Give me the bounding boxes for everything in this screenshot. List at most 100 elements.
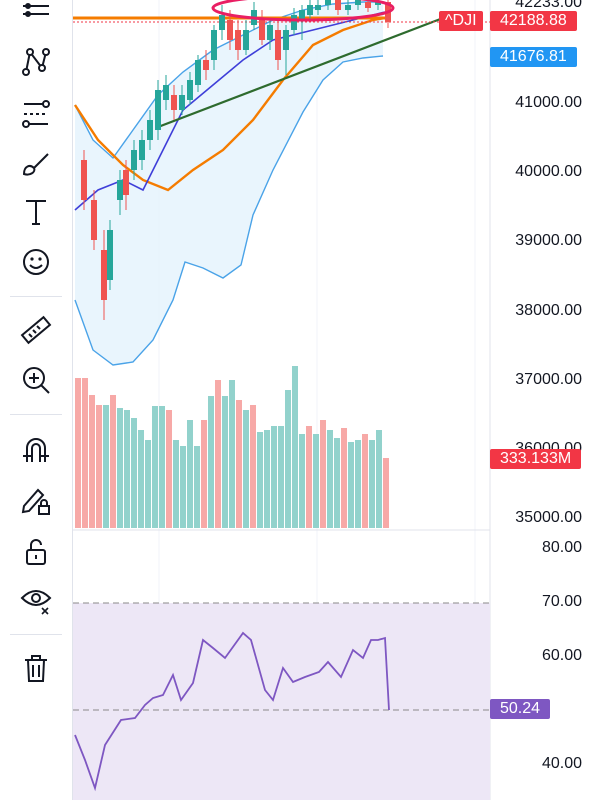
price-axis-label: 42233.00 — [515, 0, 582, 11]
candle-body — [81, 160, 87, 200]
volume-bar — [166, 410, 172, 528]
unlock-icon[interactable] — [10, 528, 62, 576]
volume-bar — [145, 440, 151, 528]
price-axis-label: 35000.00 — [515, 509, 582, 526]
volume-bar — [376, 430, 382, 528]
rsi-axis-label: 70.00 — [541, 593, 582, 610]
candle-body — [267, 25, 273, 40]
volume-bar — [306, 426, 312, 528]
volume-bar — [180, 446, 186, 528]
price-axis-label: 38000.00 — [515, 302, 582, 319]
volume-bar — [110, 395, 116, 528]
price-chart[interactable] — [73, 0, 600, 800]
eye-hide-icon[interactable] — [10, 576, 62, 624]
volume-bar — [222, 396, 228, 528]
candle-body — [325, 0, 331, 5]
volume-bar — [313, 434, 319, 528]
text-tool-icon[interactable] — [10, 188, 62, 236]
volume-bar — [229, 380, 235, 528]
volume-bar — [292, 366, 298, 528]
volume-bar — [96, 405, 102, 528]
volume-bar — [271, 426, 277, 528]
volume-bar — [243, 410, 249, 528]
volume-bar — [152, 406, 158, 528]
volume-bar — [257, 432, 263, 528]
volume-bar — [320, 420, 326, 528]
ma-value-tag: 41676.81 — [490, 47, 577, 67]
candle-body — [299, 10, 305, 20]
candle-body — [355, 0, 361, 5]
candle-body — [283, 30, 289, 50]
candle-body — [155, 90, 161, 130]
candle-body — [235, 30, 241, 50]
volume-bar — [278, 426, 284, 528]
volume-bar — [383, 458, 389, 528]
volume-bar — [208, 396, 214, 528]
volume-bar — [194, 446, 200, 528]
rsi-line — [74, 631, 390, 792]
magnet-icon[interactable] — [10, 426, 62, 474]
rsi-axis-label: 80.00 — [541, 539, 582, 556]
lock-drawing-icon[interactable] — [10, 476, 62, 524]
bollinger-lower-line — [74, 55, 384, 366]
brush-tool-icon[interactable] — [10, 140, 62, 188]
candle-body — [219, 15, 225, 30]
candle-body — [375, 2, 381, 5]
volume-bar — [131, 418, 137, 528]
trend-line — [157, 16, 444, 129]
candle-body — [131, 150, 137, 170]
candle-body — [179, 95, 185, 110]
bollinger-band-fill — [75, 2, 383, 365]
volume-bar — [236, 400, 242, 528]
rsi-band — [73, 603, 490, 800]
ticker-tag: ^DJI — [439, 11, 483, 31]
volume-bar — [299, 434, 305, 528]
chart-area[interactable]: 42233.00 41000.00 40000.00 39000.00 3800… — [73, 0, 600, 800]
candle-body — [307, 5, 313, 15]
fib-tool-icon[interactable] — [10, 90, 62, 138]
volume-bar — [369, 440, 375, 528]
price-axis-label: 40000.00 — [515, 163, 582, 180]
volume-bar — [82, 378, 88, 528]
candle-body — [259, 20, 265, 40]
candle-body — [101, 250, 107, 300]
candle-body — [139, 140, 145, 160]
rsi-value-tag: 50.24 — [490, 699, 551, 719]
emoji-tool-icon[interactable] — [10, 238, 62, 286]
volume-bar — [124, 410, 130, 528]
ruler-tool-icon[interactable] — [10, 306, 62, 354]
rsi-axis-label: 60.00 — [541, 647, 582, 664]
candle-body — [117, 180, 123, 200]
ema-line — [73, 16, 386, 192]
candle-body — [227, 20, 233, 40]
candle-body — [335, 0, 341, 10]
volume-bar — [89, 395, 95, 528]
candle-body — [211, 30, 217, 60]
volume-bar — [264, 430, 270, 528]
price-axis-label: 41000.00 — [515, 94, 582, 111]
volume-bar — [117, 408, 123, 528]
trash-icon[interactable] — [10, 644, 62, 692]
volume-bar — [103, 405, 109, 528]
menu-lines-icon[interactable] — [10, 0, 62, 38]
volume-bar — [159, 406, 165, 528]
volume-bar — [362, 434, 368, 528]
volume-bar — [187, 420, 193, 528]
candle-body — [91, 200, 97, 240]
candle-body — [163, 85, 169, 100]
last-price-tag: 42188.88 — [490, 11, 577, 31]
candle-body — [203, 60, 209, 70]
pattern-tool-icon[interactable] — [10, 38, 62, 86]
candle-body — [291, 15, 297, 30]
volume-bar — [250, 405, 256, 528]
candle-body — [243, 30, 249, 50]
candle-body — [147, 120, 153, 140]
candle-body — [365, 2, 371, 8]
volume-bar — [327, 430, 333, 528]
volume-bar — [138, 430, 144, 528]
zoom-in-icon[interactable] — [10, 356, 62, 404]
volume-bar — [334, 438, 340, 528]
candle-body — [107, 230, 113, 280]
candle-body — [345, 5, 351, 10]
ellipse-annotation — [211, 0, 395, 22]
